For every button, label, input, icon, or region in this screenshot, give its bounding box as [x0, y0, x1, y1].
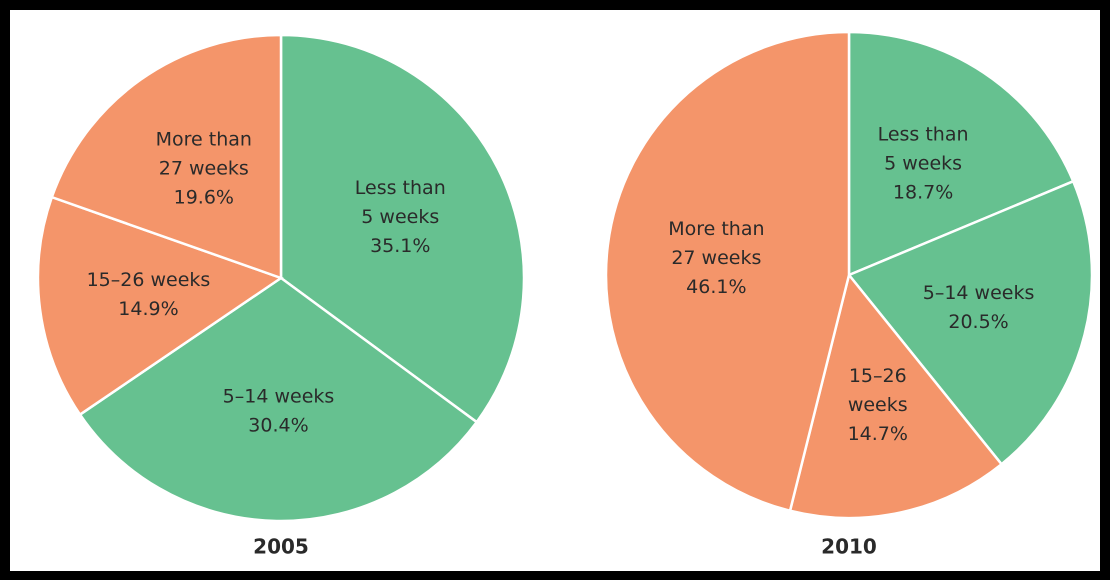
- value-label: 30.4%: [248, 415, 308, 437]
- pie-slice: [279, 33, 526, 424]
- slice-label: Less than: [878, 123, 969, 145]
- pie-slice: [50, 33, 283, 280]
- pie-slice: [36, 195, 284, 417]
- pie-slice: [847, 30, 1075, 277]
- slice-label: Less than: [355, 177, 446, 199]
- value-label: 20.5%: [948, 311, 1008, 333]
- pie-slice: [78, 276, 479, 523]
- value-label: 14.7%: [848, 423, 908, 445]
- slice-label: 5 weeks: [884, 152, 962, 174]
- value-label: 18.7%: [893, 181, 953, 203]
- value-label: 14.9%: [118, 298, 178, 320]
- pie-slice: [604, 30, 851, 513]
- slice-label: 5–14 weeks: [923, 282, 1035, 304]
- pie-slice: [788, 272, 1004, 520]
- value-label: 35.1%: [370, 235, 430, 257]
- slice-label: 15–26 weeks: [87, 269, 211, 291]
- slice-label: 27 weeks: [159, 157, 249, 179]
- slice-label: 5 weeks: [361, 206, 439, 228]
- value-label: 46.1%: [686, 276, 746, 298]
- slice-label: 15–26: [849, 365, 907, 387]
- slice-label: More than: [668, 218, 764, 240]
- chart-title: 2005: [253, 535, 309, 559]
- slice-label: More than: [156, 128, 252, 150]
- slice-label: 5–14 weeks: [223, 386, 335, 408]
- value-label: 19.6%: [174, 186, 234, 208]
- pie-slice: [846, 179, 1094, 466]
- chart-title: 2010: [821, 535, 877, 559]
- slice-label: 27 weeks: [671, 247, 761, 269]
- slice-label: weeks: [848, 394, 908, 416]
